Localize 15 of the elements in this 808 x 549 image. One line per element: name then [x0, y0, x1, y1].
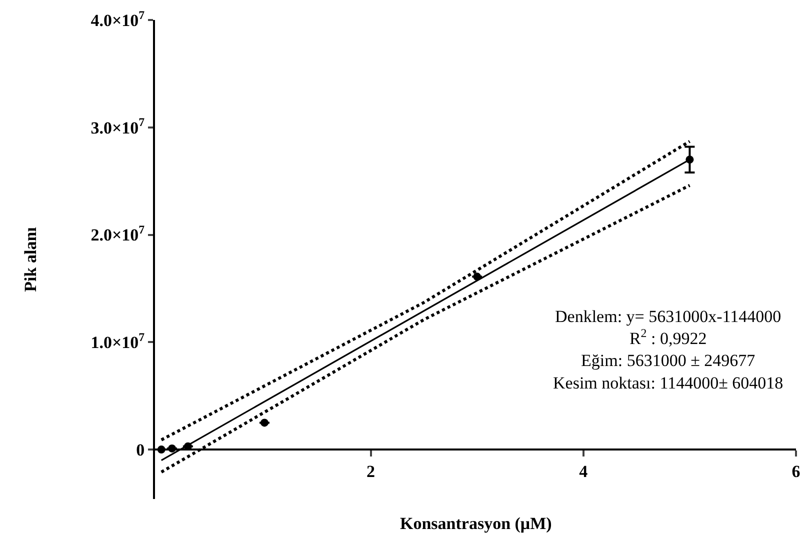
annotation: Kesim noktası: 1144000± 604018	[553, 373, 784, 392]
y-tick-label: 1.0×10$^{7}$	[90, 330, 145, 352]
x-tick-label: 4	[579, 462, 588, 481]
annotation: Denklem: y= 5631000x-1144000	[555, 307, 782, 326]
y-tick-label: 2.0×10$^{7}$	[90, 222, 145, 245]
point	[260, 418, 268, 427]
y-axis-title: Pik alanı	[20, 226, 40, 292]
x-tick-label: 6	[792, 462, 800, 481]
annotation: Eğim: 5631000 ± 249677	[581, 351, 756, 370]
x-tick-label: 2	[366, 462, 376, 481]
y-tick-label: 3.0×10$^{7}$	[90, 115, 145, 138]
x-axis-title: Konsantrasyon (μM)	[400, 514, 552, 533]
annotation: R$^{2}$ : 0,9922	[629, 326, 707, 348]
y-tick-label: 4.0×10$^{7}$	[90, 8, 145, 30]
y-tick-label: 0	[136, 440, 145, 460]
